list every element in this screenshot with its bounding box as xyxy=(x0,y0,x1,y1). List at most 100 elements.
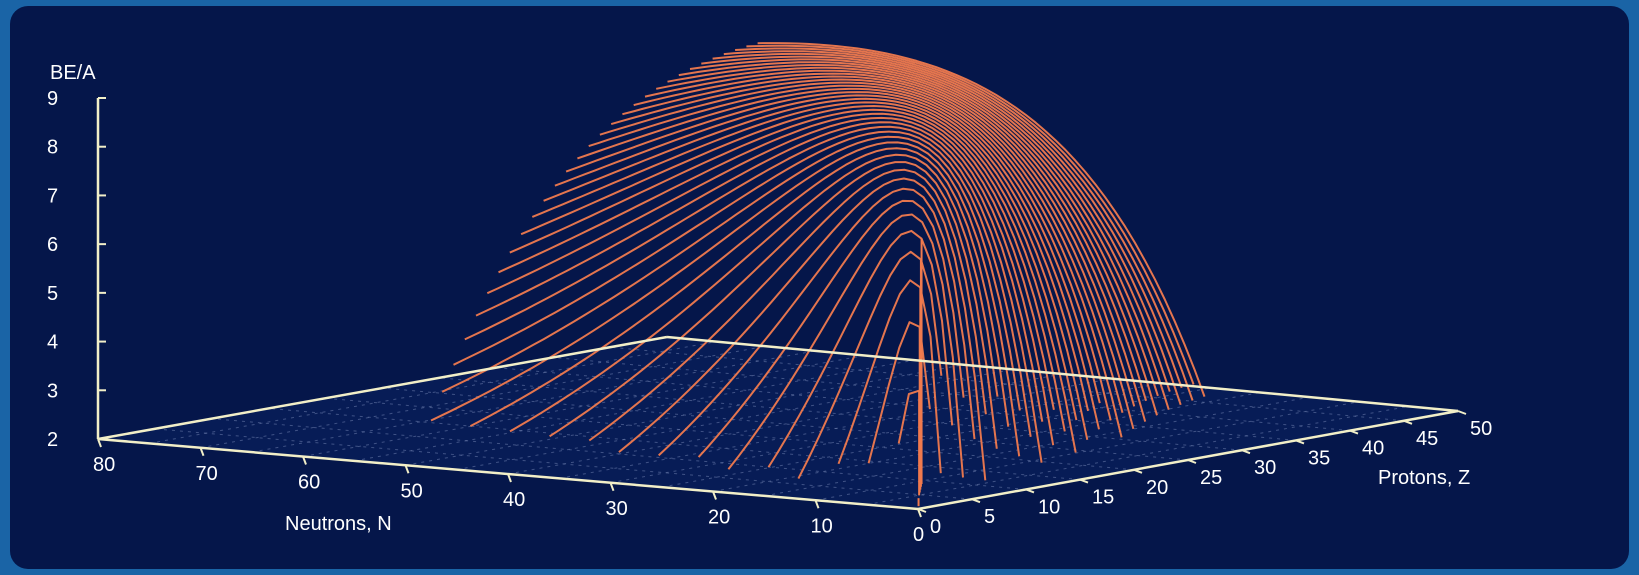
proton-tick-mark xyxy=(1187,459,1197,464)
n-tick-mark xyxy=(302,456,307,465)
grid-line xyxy=(610,346,1405,422)
proton-tick-mark xyxy=(917,508,927,513)
grid-line xyxy=(154,428,973,500)
n-tick-mark xyxy=(609,482,615,492)
proton-tick-mark xyxy=(971,498,981,504)
surface-line xyxy=(441,135,1021,411)
surface-line xyxy=(897,389,920,444)
proton-tick-mark xyxy=(1025,488,1035,494)
z-tick-label: 6 xyxy=(47,234,58,256)
tick-labels: 9 8 7 6 5 4 3 2 80 70 60 50 40 30 20 10 0 0 5 10 15 20 25 30 35 4… xyxy=(47,88,1492,546)
surface-line xyxy=(644,69,1147,422)
surface-line xyxy=(723,50,1183,389)
proton-tick-label: 5 xyxy=(984,506,995,528)
n-tick-label: 30 xyxy=(606,498,628,520)
chart-frame: 9 8 7 6 5 4 3 2 80 70 60 50 40 30 20 10 0 0 5 10 15 20 25 30 35 4… xyxy=(10,6,1629,569)
surface-line xyxy=(577,87,1101,404)
n-tick-mark xyxy=(917,508,922,518)
grid-line xyxy=(439,377,1243,451)
grid-line xyxy=(507,373,1063,475)
n-tick-mark xyxy=(404,464,410,474)
grid-line xyxy=(405,364,964,466)
proton-tick-label: 10 xyxy=(1038,496,1060,518)
surface-line xyxy=(667,64,1158,416)
n-tick-mark xyxy=(814,499,820,509)
n-tick-label: 60 xyxy=(298,472,320,494)
z-tick-label: 7 xyxy=(47,185,58,207)
proton-tick-mark xyxy=(1079,478,1089,484)
surface-line xyxy=(797,250,943,480)
proton-tick-mark xyxy=(1133,468,1143,474)
surface-line xyxy=(498,112,1055,410)
x-axis-title: Neutrons, N xyxy=(285,513,392,535)
n-tick-label: 10 xyxy=(811,515,833,537)
surface-line xyxy=(656,66,1148,402)
n-tick-mark xyxy=(507,473,512,483)
surface-line xyxy=(727,213,964,478)
surface-line xyxy=(767,229,954,468)
surface-line xyxy=(475,121,1044,422)
surface-line xyxy=(565,91,1100,430)
surface-line xyxy=(746,44,1195,385)
surface-line xyxy=(520,105,1077,453)
proton-tick-mark xyxy=(1241,449,1251,455)
be-surface xyxy=(430,42,1206,507)
surface-line xyxy=(509,153,999,433)
surface-line xyxy=(633,72,1136,407)
proton-tick-mark xyxy=(1349,429,1359,435)
n-tick-label: 40 xyxy=(503,489,525,511)
surface-line xyxy=(618,177,987,481)
n-tick-label: 50 xyxy=(401,480,423,502)
n-tick-label: 20 xyxy=(708,507,730,529)
proton-tick-label: 45 xyxy=(1416,428,1438,450)
surface-line xyxy=(549,161,998,449)
surface-line xyxy=(588,168,987,442)
surface-line xyxy=(453,130,1032,437)
surface-line xyxy=(430,141,1021,457)
z-tick-label: 3 xyxy=(47,380,58,402)
proton-tick-mark xyxy=(1295,439,1305,445)
n-tick-label: 0 xyxy=(913,524,924,546)
proton-tick-label: 50 xyxy=(1470,418,1492,440)
surface-line xyxy=(735,47,1194,401)
surface-line xyxy=(610,78,1124,414)
binding-energy-surface-chart: 9 8 7 6 5 4 3 2 80 70 60 50 40 30 20 10 0 0 5 10 15 20 25 30 35 4… xyxy=(47,42,1492,546)
surface-line xyxy=(757,42,1206,397)
surface-line xyxy=(697,199,965,458)
proton-tick-label: 25 xyxy=(1200,467,1222,489)
y-axis-title: Protons, Z xyxy=(1378,467,1470,489)
surface-line xyxy=(469,147,1010,427)
proton-tick-label: 35 xyxy=(1308,447,1330,469)
z-tick-label: 8 xyxy=(47,137,58,159)
z-tick-label: 4 xyxy=(47,332,58,354)
surface-line xyxy=(701,55,1171,392)
n-tick-mark xyxy=(199,447,205,457)
n-tick-label: 80 xyxy=(93,454,115,476)
surface-line xyxy=(658,187,976,457)
n-tick-mark xyxy=(97,438,102,448)
surface-line xyxy=(712,52,1182,406)
proton-tick-label: 15 xyxy=(1092,487,1114,509)
n-tick-label: 70 xyxy=(196,463,218,485)
surface-line xyxy=(543,97,1089,441)
surface-line xyxy=(599,81,1123,438)
surface-line xyxy=(554,94,1090,412)
surface-line xyxy=(486,116,1055,446)
proton-tick-mark xyxy=(1457,410,1467,415)
proton-tick-label: 30 xyxy=(1254,457,1276,479)
proton-tick-label: 40 xyxy=(1362,438,1384,460)
surface-line xyxy=(531,101,1078,421)
back-edge-right xyxy=(666,335,1459,413)
surface-line xyxy=(464,125,1043,463)
back-edge-left xyxy=(97,335,668,441)
surface-line xyxy=(622,75,1135,430)
surface-line xyxy=(588,84,1112,421)
proton-tick-label: 20 xyxy=(1146,477,1168,499)
z-tick-label: 5 xyxy=(47,283,58,305)
n-tick-mark xyxy=(712,491,717,500)
surface-line xyxy=(837,279,942,474)
proton-tick-label: 0 xyxy=(930,516,941,538)
z-axis-title: BE/A xyxy=(50,62,96,84)
surface-line xyxy=(678,61,1159,397)
grid-line xyxy=(553,356,1351,432)
